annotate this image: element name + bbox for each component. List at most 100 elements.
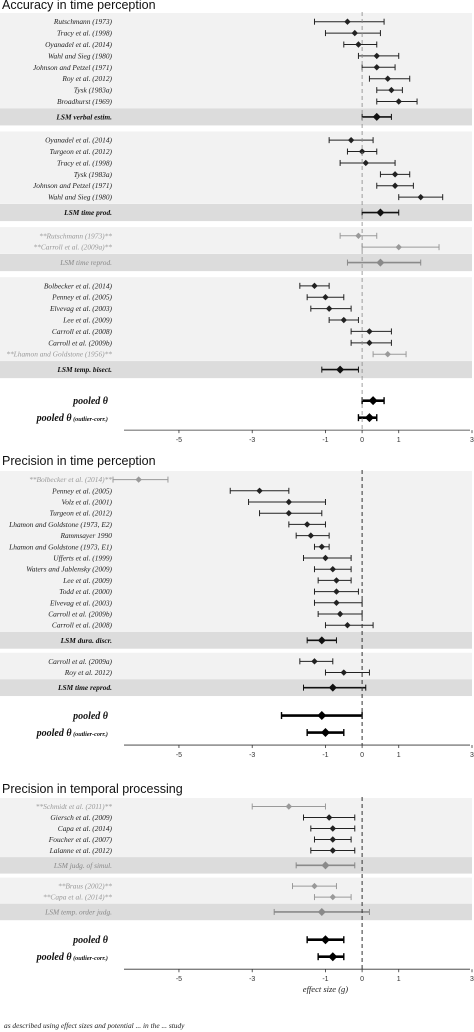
summary-label: LSM temp. order judg. [44, 907, 112, 916]
study-point [256, 487, 263, 494]
summary-label: LSM dura. discr. [60, 636, 112, 645]
study-label: Lee et al. (2009) [62, 316, 112, 325]
study-point [307, 532, 315, 539]
summary-label: LSM judg. of simul. [53, 861, 112, 870]
study-point [329, 893, 336, 901]
x-tick-label: -3 [249, 437, 255, 444]
group-band [0, 798, 472, 857]
study-point [285, 803, 293, 810]
study-rows: **Bolbecker et al. (2014)** Penney et al.… [0, 475, 472, 697]
study-point [395, 243, 402, 251]
study-point [395, 98, 402, 105]
study-rows: **Schmidt et al. (2011)** Giersch et al. … [0, 802, 472, 921]
study-label: Tracy et al. (1998) [57, 29, 113, 38]
forest-panel-2: Precision in time perception **Bolbecker … [0, 454, 474, 759]
study-point [336, 610, 344, 618]
pooled-label: pooled θ (outlier-corr.) [36, 728, 108, 739]
study-point [135, 476, 142, 483]
study-label: **Braus (2002)** [58, 882, 112, 891]
study-label: Ufferts et al. (1999) [53, 554, 112, 563]
summary-band [0, 679, 472, 697]
study-label: Roy et al. 2012) [64, 668, 113, 677]
x-tick-label: 1 [397, 976, 401, 983]
study-point [311, 282, 318, 290]
study-point [311, 882, 318, 890]
study-label: Giersch et al. (2009) [50, 813, 112, 822]
study-point [355, 41, 362, 48]
study-point [351, 29, 358, 37]
x-axis: -5 -3 -1 0 1 3 [124, 744, 474, 759]
summary-label: LSM time prod. [63, 208, 112, 217]
study-label: **Rutschmann (1973)** [39, 231, 112, 240]
study-label: Todd et al. (2000) [59, 587, 112, 596]
panel-title: Precision in temporal processing [2, 782, 183, 796]
study-label: Oyanadel et al. (2014) [45, 136, 112, 145]
study-point [384, 351, 391, 358]
study-point [329, 566, 336, 573]
summary-band [0, 903, 472, 921]
study-point [329, 825, 336, 832]
study-label: **Schmidt et al. (2011)** [36, 802, 113, 811]
study-label: Lalanne et al. (2012) [49, 846, 113, 855]
study-point [391, 182, 399, 189]
study-label: Penney et al. (2005) [51, 486, 112, 495]
study-point [366, 339, 373, 347]
study-label: **Carroll et al. (2009a)** [33, 243, 112, 252]
group-band [0, 877, 472, 904]
study-label: Wahl and Sieg (1980) [48, 193, 113, 202]
x-tick-label: 0 [360, 976, 364, 983]
study-point [417, 193, 424, 201]
pooled-point [368, 396, 378, 406]
x-tick-label: 1 [397, 437, 401, 444]
pooled-rows: pooled θ pooled θ (outlier-corr.) [36, 711, 363, 739]
study-point [340, 669, 347, 676]
study-point [391, 171, 399, 178]
summary-band [0, 254, 472, 272]
pooled-rows: pooled θ pooled θ (outlier-corr.) [36, 935, 345, 963]
study-point [344, 622, 351, 629]
study-label: Oyanadel et al. (2014) [45, 40, 112, 49]
study-label: Carroll et al. (2008) [52, 327, 113, 336]
study-label: Lhamon and Goldstone (1973, E1) [8, 542, 112, 551]
study-point [344, 18, 351, 25]
study-label: Carroll et al. (2009b) [48, 610, 112, 619]
forest-panel-1: Accuracy in time perception Rutschmann (1… [0, 0, 474, 444]
study-point [355, 232, 362, 239]
study-rows: Rutschmann (1973) Tracy et al. (1998) Oyan… [0, 17, 472, 379]
study-label: Roy et al. (2012) [61, 74, 112, 83]
x-tick-label: -3 [249, 976, 255, 983]
footer-text: as described using effect sizes and pote… [4, 1021, 185, 1030]
study-label: Carroll et al. (2008) [52, 621, 113, 630]
study-label: Tracy et al. (1998) [57, 158, 113, 167]
study-label: Johnson and Petzel (1971) [33, 181, 113, 190]
study-point [358, 148, 366, 155]
study-label: **Capa et al. (2014)** [43, 893, 112, 902]
summary-point [328, 683, 337, 692]
summary-point [336, 365, 345, 374]
x-tick-label: 0 [360, 437, 364, 444]
group-band [0, 277, 472, 361]
study-point [329, 847, 336, 854]
pooled-label: pooled θ (outlier-corr.) [36, 413, 108, 424]
pooled-point [364, 413, 374, 423]
x-axis-label: effect size (g) [303, 984, 348, 994]
pooled-label: pooled θ [72, 396, 109, 407]
pooled-label: pooled θ [72, 711, 109, 722]
pooled-label: pooled θ [72, 935, 109, 946]
study-label: Foucher et al. (2007) [48, 835, 113, 844]
study-point [333, 577, 340, 584]
study-label: Elvevag et al. (2003) [49, 598, 113, 607]
study-label: Volz et al. (2001) [62, 498, 113, 507]
study-point [325, 814, 333, 821]
summary-point [372, 112, 381, 121]
study-label: Tysk (1983a) [74, 170, 113, 179]
x-axis: -5 -3 -1 0 1 3 effect size (g) [124, 968, 474, 994]
study-point [318, 543, 326, 550]
x-tick-label: -5 [176, 752, 182, 759]
group-band [0, 227, 472, 254]
study-point [322, 554, 329, 562]
study-label: Lee et al. (2009) [62, 576, 112, 585]
summary-point [376, 208, 385, 217]
study-point [285, 498, 293, 506]
study-label: Bolbecker et al. (2014) [44, 281, 113, 290]
